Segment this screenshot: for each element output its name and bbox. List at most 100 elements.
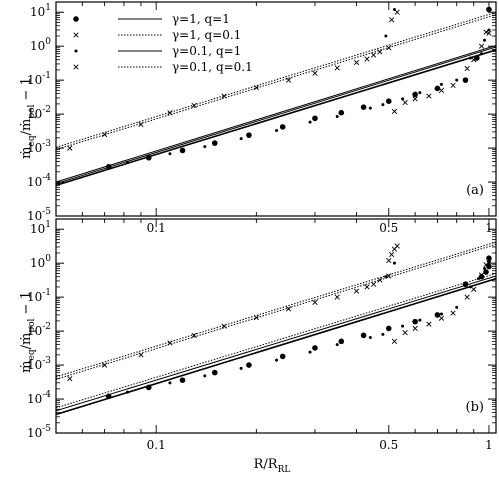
- y-tick-exponent: -4: [42, 173, 51, 183]
- point-small-dot: [125, 390, 129, 394]
- point-small-dot: [384, 34, 388, 38]
- y-tick-exponent: 0: [45, 37, 51, 47]
- point-cross: [167, 340, 173, 346]
- point-small-dot: [480, 52, 484, 56]
- point-cross: [471, 57, 477, 63]
- series-line: [56, 277, 496, 416]
- point-cross: [483, 262, 489, 268]
- point-cross: [483, 29, 489, 35]
- point-cross: [334, 294, 340, 300]
- point-cross: [391, 338, 398, 344]
- point-small-dot: [368, 106, 372, 110]
- point-small-dot: [168, 152, 172, 156]
- point-cross: [386, 45, 392, 51]
- point-cross: [67, 145, 73, 151]
- point-cross: [221, 323, 227, 329]
- point-big-dot: [211, 369, 218, 376]
- x-tick-label: 1: [485, 221, 493, 235]
- point-cross: [486, 260, 492, 266]
- y-tick-label: 10-1: [27, 288, 51, 304]
- point-cross: [450, 82, 456, 89]
- y-tick-exponent: -1: [42, 288, 51, 298]
- series-line: [56, 46, 496, 185]
- y-tick-base: 10: [27, 107, 42, 121]
- point-cross: [138, 121, 144, 127]
- point-small-dot: [384, 275, 388, 279]
- panel-label: (a): [466, 183, 484, 198]
- point-big-dot: [462, 77, 469, 83]
- point-big-dot: [279, 124, 286, 130]
- point-cross: [478, 43, 485, 49]
- point-cross: [377, 49, 383, 55]
- point-big-dot: [462, 281, 469, 288]
- point-cross: [389, 17, 395, 23]
- y-label-sub-eq: eq: [27, 135, 37, 146]
- series-line: [56, 44, 496, 183]
- point-cross: [102, 131, 108, 138]
- point-cross: [138, 352, 144, 358]
- y-tick-exponent: -1: [42, 71, 51, 81]
- point-small-dot: [308, 350, 312, 354]
- legend: γ=1, q=1 γ=1, q=0.1 γ=0.1, q=1 γ=0.1, q=0.1: [73, 12, 253, 74]
- point-cross: [402, 99, 408, 106]
- point-cross: [253, 314, 259, 321]
- point-small-dot: [125, 160, 129, 164]
- point-small-dot: [455, 305, 459, 309]
- point-big-dot: [474, 55, 480, 61]
- point-small-dot: [483, 38, 487, 42]
- x-tick-label: 0.5: [379, 438, 398, 452]
- point-cross: [412, 325, 418, 332]
- point-cross: [67, 375, 73, 382]
- point-cross: [377, 277, 383, 283]
- point-big-dot: [360, 332, 367, 339]
- y-tick-label: 10-2: [27, 105, 51, 121]
- point-cross: [386, 257, 392, 264]
- point-big-dot: [145, 154, 152, 161]
- point-cross: [426, 321, 432, 327]
- point-small-dot: [335, 115, 339, 119]
- point-cross: [312, 70, 318, 76]
- y-tick-label: 10-1: [27, 71, 51, 87]
- point-big-dot: [279, 353, 286, 360]
- y-label-slash: /: [19, 130, 34, 135]
- point-cross: [394, 243, 400, 249]
- y-tick-exponent: -5: [42, 424, 51, 434]
- point-cross: [389, 251, 395, 258]
- point-cross: [471, 286, 477, 292]
- point-small-dot: [381, 332, 385, 336]
- y-axis-label: ṁeq/ṁpol − 1: [19, 77, 37, 159]
- point-big-dot: [486, 255, 492, 262]
- point-small-dot: [239, 366, 243, 370]
- legend-marker-cross: [73, 32, 79, 38]
- data-area: [56, 241, 496, 416]
- point-big-dot: [246, 132, 252, 138]
- panel-label: (b): [466, 400, 484, 415]
- point-cross: [438, 315, 445, 321]
- y-tick-exponent: -3: [42, 139, 51, 149]
- point-big-dot: [312, 115, 318, 122]
- point-cross: [464, 294, 470, 300]
- y-label-b-sub-eq: eq: [27, 349, 37, 360]
- legend-marker-big-dot: [73, 16, 79, 22]
- point-big-dot: [105, 393, 112, 400]
- point-small-dot: [468, 56, 472, 60]
- legend-label: γ=0.1, q=1: [172, 44, 241, 58]
- legend-label: γ=1, q=0.1: [172, 28, 241, 42]
- y-label-sub-pol: pol: [27, 105, 37, 119]
- y-tick-label: 10-5: [27, 207, 51, 223]
- point-small-dot: [239, 137, 243, 141]
- x-label-main: R/R: [254, 457, 279, 472]
- point-small-dot: [203, 145, 207, 149]
- point-big-dot: [385, 98, 392, 104]
- y-tick-label: 100: [30, 37, 51, 53]
- x-tick-label: 0.1: [147, 438, 166, 452]
- point-cross: [167, 110, 173, 116]
- legend-label: γ=1, q=1: [172, 12, 230, 26]
- point-small-dot: [483, 266, 487, 270]
- series-line: [56, 11, 496, 148]
- point-cross: [353, 288, 360, 294]
- y-tick-exponent: 0: [45, 254, 51, 264]
- point-big-dot: [434, 312, 441, 318]
- point-big-dot: [478, 273, 485, 280]
